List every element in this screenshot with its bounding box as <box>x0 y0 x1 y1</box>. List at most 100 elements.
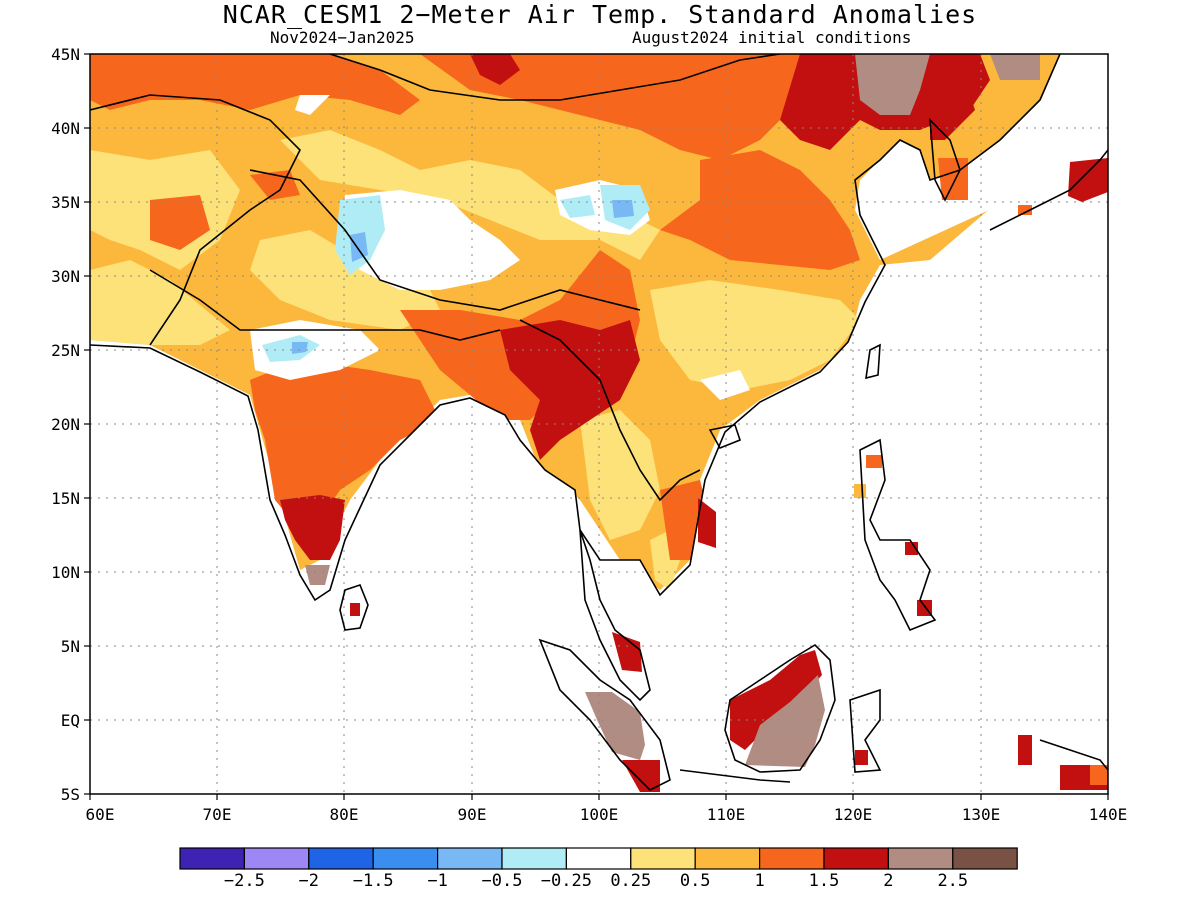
colorbar-label: 1.5 <box>809 871 840 891</box>
colorbar-swatch <box>823 847 890 870</box>
cold-patch-4 <box>612 200 634 218</box>
lat-label: 10N <box>51 563 80 582</box>
band-orange-6 <box>250 360 440 530</box>
lat-label: 40N <box>51 119 80 138</box>
coast-sri-lanka <box>339 584 369 631</box>
lon-label: 90E <box>458 805 487 824</box>
band-light-3 <box>250 230 440 330</box>
island-sulawesi-red <box>855 750 868 765</box>
coast-java <box>679 769 791 783</box>
colorbar-labels: −2.5 −2 −1.5 −1 −0.5 −0.25 0.25 0.5 1 1.5 2 2.5 <box>224 871 968 891</box>
coast-south-asia <box>90 54 1061 602</box>
lon-label: 70E <box>203 805 232 824</box>
neutral-patch-1 <box>340 190 520 290</box>
graticule <box>90 54 1108 794</box>
coast-sumatra <box>538 638 671 791</box>
coast-new-guinea <box>1039 739 1108 771</box>
band-light-2 <box>90 260 230 345</box>
coast-malaya <box>579 529 651 702</box>
colorbar-swatch <box>758 847 825 870</box>
coast-korea <box>929 117 961 202</box>
band-light-5 <box>650 280 860 390</box>
lat-label: 15N <box>51 489 80 508</box>
band-light-6 <box>580 410 660 540</box>
lon-label: 130E <box>962 805 1001 824</box>
island-luzon-yellow <box>854 484 866 498</box>
band-orange-4 <box>150 195 210 250</box>
lat-label: EQ <box>61 711 80 730</box>
island-newguinea-orange <box>1090 765 1108 785</box>
coast-borneo <box>724 643 836 773</box>
coastlines <box>90 54 1108 791</box>
colorbar-label: −2.5 <box>224 871 265 891</box>
tick-marks <box>84 53 1109 800</box>
korea-red <box>930 95 975 140</box>
colorbar-label: 2 <box>883 871 893 891</box>
colorbar-swatch <box>308 847 374 870</box>
border-india-north <box>149 269 501 341</box>
neutral-patch-5 <box>295 95 330 115</box>
lat-label: 25N <box>51 341 80 360</box>
lon-label: 100E <box>580 805 619 824</box>
coast-japan <box>989 149 1108 231</box>
colorbar-label: −0.5 <box>482 871 523 891</box>
forecast-period: Nov2024−Jan2025 <box>270 28 415 47</box>
cold-patch-6 <box>262 335 320 362</box>
cold-patch-2 <box>350 232 368 262</box>
lat-label: 5S <box>61 785 80 804</box>
band-orange-3 <box>660 150 860 270</box>
colorbar-swatch <box>630 847 696 870</box>
coast-hainan <box>708 424 741 450</box>
band-brown-1 <box>855 54 930 115</box>
colorbar-label: 2.5 <box>937 871 968 891</box>
lon-label: 140E <box>1089 805 1128 824</box>
colorbar-label: −1 <box>427 871 447 891</box>
lat-label: 45N <box>51 45 80 64</box>
lon-label: 120E <box>834 805 873 824</box>
colorbar-swatch <box>887 847 954 870</box>
coast-taiwan <box>865 343 881 380</box>
lat-label: 35N <box>51 193 80 212</box>
vietnam-red <box>698 498 716 548</box>
map-title: NCAR_CESM1 2−Meter Air Temp. Standard An… <box>222 0 978 29</box>
border-tibet <box>249 169 641 311</box>
colorbar-label: −1.5 <box>353 871 394 891</box>
colorbar-label: 0.5 <box>680 871 711 891</box>
island-malaya-red <box>612 632 642 672</box>
island-srilanka-red <box>350 603 360 616</box>
japan-red <box>1068 158 1108 202</box>
lon-label: 60E <box>86 805 115 824</box>
band-orange-2 <box>420 54 840 160</box>
colorbar-label: −2 <box>299 871 319 891</box>
korea-orange <box>938 158 968 200</box>
band-red-3 <box>500 320 640 460</box>
colorbar-label: −0.25 <box>541 871 592 891</box>
lat-label: 20N <box>51 415 80 434</box>
colorbar-label: 0.25 <box>610 871 651 891</box>
colorbar-swatch <box>179 847 246 870</box>
island-borneo-red <box>730 650 822 750</box>
colorbar <box>179 847 1018 870</box>
initial-conditions: August2024 initial conditions <box>632 28 912 47</box>
band-light-4 <box>280 130 660 260</box>
lat-label: 30N <box>51 267 80 286</box>
coast-sulawesi <box>849 688 882 773</box>
colorbar-swatch <box>952 847 1018 870</box>
latitude-labels: 45N 40N 35N 30N 25N 20N 15N 10N 5N EQ 5S <box>51 45 80 804</box>
lon-label: 80E <box>330 805 359 824</box>
coast-philippines <box>859 438 937 632</box>
colorbar-swatch <box>501 847 568 870</box>
longitude-labels: 60E 70E 80E 90E 100E 110E 120E 130E 140E <box>86 805 1128 824</box>
colorbar-swatch <box>437 847 503 870</box>
band-red-4 <box>280 495 345 560</box>
japan-orange <box>1018 205 1032 215</box>
ocean-mask-east <box>855 54 1108 260</box>
island-luzon-orange <box>866 455 882 468</box>
band-red-1 <box>470 54 520 85</box>
cold-patch-5 <box>560 195 595 218</box>
colorbar-swatch <box>372 847 439 870</box>
lon-label: 110E <box>707 805 746 824</box>
colorbar-swatch <box>565 847 632 870</box>
island-sumatra-brown <box>585 692 645 760</box>
